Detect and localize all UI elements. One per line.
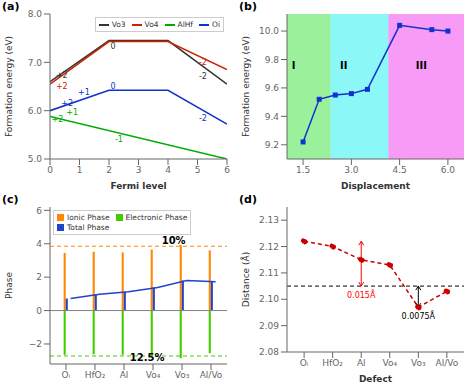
- html-text:Electronic Phase: Electronic Phase: [125, 213, 188, 222]
- html-text:Total Phase: Total Phase: [67, 223, 110, 232]
- svg-text:+2: +2: [61, 99, 73, 108]
- svg-text:Oᵢ: Oᵢ: [300, 358, 309, 368]
- svg-text:2: 2: [106, 165, 112, 175]
- svg-text:III: III: [416, 60, 427, 71]
- svg-text:2: 2: [36, 272, 42, 282]
- svg-text:Phase: Phase: [4, 272, 14, 299]
- svg-text:8.0: 8.0: [28, 9, 43, 19]
- svg-text:HfO₂: HfO₂: [322, 358, 343, 368]
- html-text:(c): (c): [2, 193, 19, 206]
- svg-text:+2: +2: [51, 115, 63, 124]
- svg-text:7.0: 7.0: [28, 58, 43, 68]
- svg-text:6.0: 6.0: [441, 165, 456, 175]
- svg-text:0: 0: [110, 82, 115, 91]
- html-text:(a): (a): [2, 0, 20, 13]
- html-text:AlHf: AlHf: [177, 20, 193, 29]
- svg-text:9.6: 9.6: [265, 83, 280, 93]
- svg-text:4: 4: [165, 165, 171, 175]
- svg-text:1: 1: [77, 165, 83, 175]
- svg-text:2.10: 2.10: [259, 294, 279, 304]
- svg-text:−2: −2: [29, 339, 42, 349]
- svg-text:Al/Vo: Al/Vo: [200, 370, 223, 380]
- svg-text:Al: Al: [357, 358, 366, 368]
- svg-text:I: I: [292, 60, 296, 71]
- svg-text:+2: +2: [56, 82, 68, 91]
- html-text:Oi: Oi: [212, 20, 220, 29]
- svg-text:3: 3: [136, 165, 142, 175]
- svg-text:10%: 10%: [162, 235, 186, 246]
- svg-text:0: 0: [47, 165, 53, 175]
- html-text:(d): (d): [239, 193, 257, 206]
- svg-text:4.5: 4.5: [392, 165, 406, 175]
- svg-text:Al: Al: [120, 370, 129, 380]
- svg-text:Fermi level: Fermi level: [110, 181, 166, 191]
- svg-text:6: 6: [224, 165, 230, 175]
- svg-text:-2: -2: [199, 114, 207, 123]
- svg-text:+1: +1: [78, 88, 90, 97]
- svg-text:9.8: 9.8: [265, 55, 280, 65]
- svg-text:2.11: 2.11: [259, 268, 279, 278]
- svg-text:+1: +1: [66, 108, 78, 117]
- svg-text:Distance (Å): Distance (Å): [240, 252, 251, 307]
- svg-text:12.5%: 12.5%: [130, 352, 165, 363]
- svg-text:0.015Å: 0.015Å: [347, 289, 376, 300]
- html-text:Vo3: Vo3: [111, 20, 126, 29]
- svg-text:-2: -2: [199, 72, 207, 81]
- svg-text:6.0: 6.0: [28, 106, 43, 116]
- svg-text:Oᵢ: Oᵢ: [62, 370, 71, 380]
- svg-text:-1: -1: [115, 135, 123, 144]
- svg-text:3.0: 3.0: [344, 165, 359, 175]
- svg-text:9.2: 9.2: [265, 140, 279, 150]
- svg-text:1.5: 1.5: [296, 165, 310, 175]
- svg-text:Al/Vo: Al/Vo: [436, 358, 459, 368]
- html-text:Vo4: Vo4: [144, 20, 159, 29]
- svg-text:5.0: 5.0: [28, 154, 43, 164]
- svg-text:Vo₃: Vo₃: [175, 370, 190, 380]
- svg-text:10.0: 10.0: [259, 26, 279, 36]
- svg-text:Defect: Defect: [359, 374, 393, 384]
- svg-text:Vo₄: Vo₄: [382, 358, 397, 368]
- html-text:Ionic Phase: Ionic Phase: [67, 213, 110, 222]
- svg-text:0: 0: [36, 306, 42, 316]
- svg-text:2.08: 2.08: [259, 347, 279, 357]
- svg-text:2.09: 2.09: [259, 321, 279, 331]
- svg-text:5: 5: [195, 165, 201, 175]
- svg-text:Formation energy (eV): Formation energy (eV): [241, 36, 251, 137]
- svg-text:0: 0: [110, 42, 115, 51]
- svg-text:4: 4: [36, 239, 42, 249]
- html-text:(b): (b): [239, 0, 257, 13]
- svg-text:II: II: [340, 60, 347, 71]
- svg-text:Vo₄: Vo₄: [146, 370, 161, 380]
- svg-text:Formation energy (eV): Formation energy (eV): [4, 36, 14, 137]
- svg-text:Vo₃: Vo₃: [411, 358, 426, 368]
- svg-text:-2: -2: [199, 58, 207, 67]
- svg-text:+2: +2: [56, 71, 68, 80]
- svg-text:2.13: 2.13: [259, 215, 279, 225]
- svg-text:2.12: 2.12: [259, 242, 279, 252]
- svg-text:HfO₂: HfO₂: [85, 370, 106, 380]
- svg-text:9.4: 9.4: [265, 112, 280, 122]
- svg-text:Displacement: Displacement: [341, 181, 411, 191]
- svg-text:6: 6: [36, 206, 42, 216]
- svg-text:0.0075Å: 0.0075Å: [402, 310, 436, 321]
